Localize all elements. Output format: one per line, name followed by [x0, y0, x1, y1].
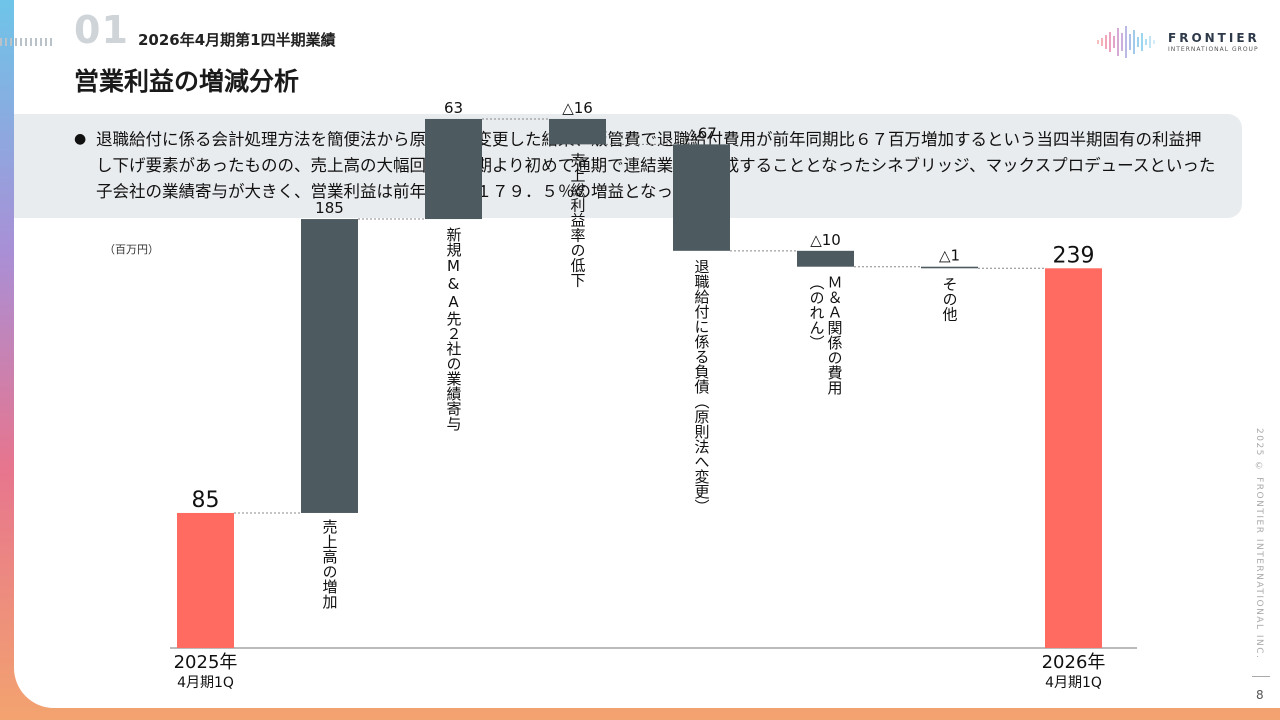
logo-name: FRONTIER [1168, 31, 1260, 45]
bullet-icon: ● [74, 131, 87, 147]
value-label-4: △67 [686, 124, 717, 142]
value-label-5: △10 [810, 231, 841, 249]
value-label-1: 185 [315, 199, 344, 217]
bar-4 [673, 144, 730, 251]
summary-box [14, 114, 1242, 218]
company-logo: FRONTIER INTERNATIONAL GROUP [1094, 24, 1264, 60]
bar-2 [425, 118, 482, 220]
value-label-3: △16 [562, 99, 593, 117]
category-label-4-0: 退職給付に係る負債（原則法へ変更） [693, 259, 711, 514]
bar-5 [797, 250, 854, 267]
category-label-2-0: 新規M&A先２社の業績寄与 [445, 227, 463, 432]
page-divider [1252, 676, 1270, 677]
category-label-0-1: 4月期1Q [177, 675, 234, 691]
category-label-0-0: 2025年 [174, 652, 238, 673]
category-label-5-0: Ｍ＆Ａ関係の費用 [826, 275, 844, 396]
bar-1 [301, 219, 358, 513]
category-label-6-0: その他 [941, 276, 959, 322]
value-label-2: 63 [444, 99, 463, 117]
category-label-5-1: （のれん） [808, 275, 826, 350]
logo-subtitle: INTERNATIONAL GROUP [1168, 46, 1259, 53]
value-label-7: 239 [1053, 243, 1095, 268]
page-number: 8 [1256, 688, 1264, 702]
category-label-7-0: 2026年 [1042, 652, 1106, 673]
section-number: 01 [74, 8, 129, 52]
value-label-0: 85 [192, 488, 220, 513]
page-title: 営業利益の増減分析 [74, 67, 300, 96]
copyright-text: 2025 © FRONTIER INTERNATIONAL INC. [1254, 428, 1264, 660]
category-label-1-0: 売上高の増加 [321, 519, 339, 610]
category-label-7-1: 4月期1Q [1045, 675, 1102, 691]
summary-text: 退職給付に係る会計処理方法を簡便法から原則法に変更した結果、販管費で退職給付費用… [96, 130, 1216, 201]
bar-0 [177, 512, 234, 648]
decorative-bars [0, 38, 52, 46]
wave-logo-icon [1097, 26, 1155, 58]
bar-6 [921, 266, 978, 269]
category-label-3-0: 売上総利益率の低下 [569, 152, 587, 287]
bar-7 [1045, 268, 1102, 648]
chart-unit-label: （百万円） [104, 243, 159, 256]
section-subtitle: 2026年4月期第1四半期業績 [138, 31, 336, 49]
value-label-6: △1 [939, 247, 960, 265]
bar-3 [549, 118, 606, 145]
